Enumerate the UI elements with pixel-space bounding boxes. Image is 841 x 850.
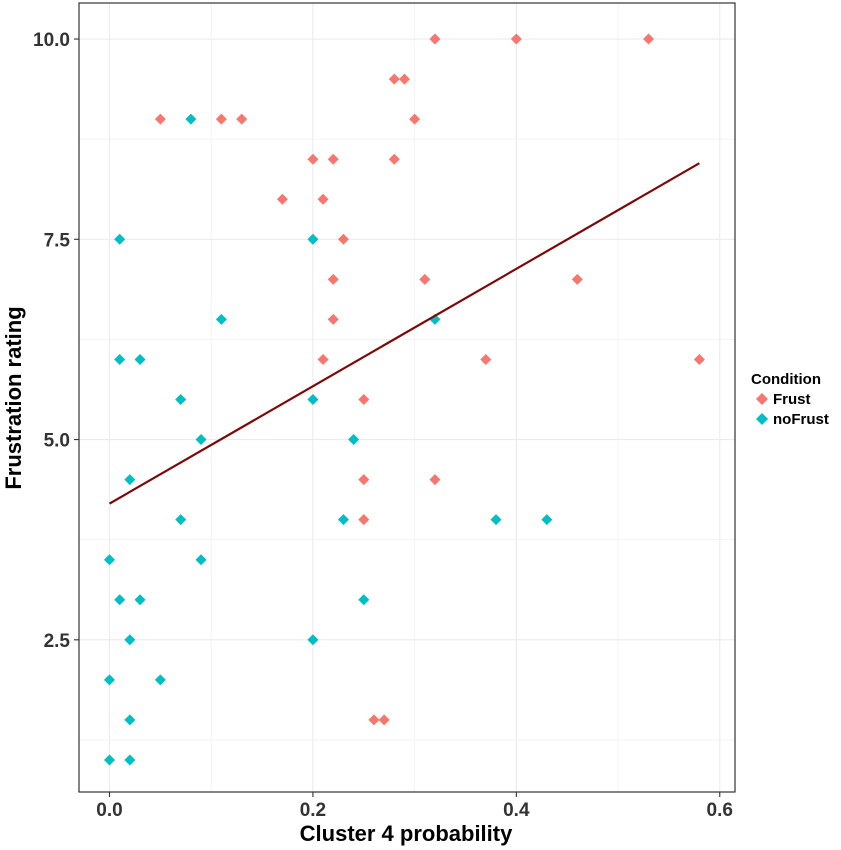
point-nofrust: [154, 674, 166, 686]
point-nofrust: [175, 514, 187, 526]
point-frust: [337, 233, 349, 245]
y-axis-title: Frustration rating: [1, 306, 26, 489]
y-tick-label: 10.0: [33, 30, 70, 51]
point-frust: [154, 113, 166, 125]
point-frust: [215, 113, 227, 125]
x-tick-label: 0.4: [503, 800, 530, 821]
point-frust: [327, 153, 339, 165]
point-frust: [398, 73, 410, 85]
point-nofrust: [104, 754, 116, 766]
point-frust: [388, 153, 400, 165]
legend-key-frust-diamond-icon: [756, 393, 768, 405]
point-frust: [358, 474, 370, 486]
point-frust: [480, 353, 492, 365]
legend-item-nofrust: noFrust: [756, 411, 829, 428]
trend-line: [108, 162, 700, 505]
point-frust: [419, 273, 431, 285]
y-tick-label: 2.5: [44, 631, 71, 652]
point-nofrust: [490, 514, 502, 526]
point-nofrust: [337, 514, 349, 526]
point-nofrust: [124, 754, 136, 766]
point-nofrust: [114, 353, 126, 365]
point-frust: [429, 33, 441, 45]
point-nofrust: [215, 313, 227, 325]
point-nofrust: [104, 554, 116, 566]
x-tick-label: 0.6: [707, 800, 733, 821]
legend-title: Condition: [751, 371, 821, 388]
point-frust: [429, 474, 441, 486]
point-frust: [571, 273, 583, 285]
x-axis-ticks: 0.0 0.2 0.4 0.6: [96, 792, 733, 821]
panel-border: [78, 2, 736, 793]
point-frust: [236, 113, 248, 125]
point-nofrust: [348, 434, 360, 446]
point-frust: [317, 353, 329, 365]
point-nofrust: [104, 674, 116, 686]
point-frust: [358, 394, 370, 406]
point-frust: [409, 113, 421, 125]
point-nofrust: [134, 594, 146, 606]
point-nofrust: [195, 434, 207, 446]
point-frust: [368, 714, 380, 726]
point-frust: [358, 514, 370, 526]
point-nofrust: [307, 233, 319, 245]
point-nofrust: [124, 474, 136, 486]
y-tick-label: 5.0: [44, 431, 70, 452]
legend-key-nofrust-diamond-icon: [756, 413, 768, 425]
point-frust: [643, 33, 655, 45]
point-frust: [378, 714, 390, 726]
point-nofrust: [114, 233, 126, 245]
point-nofrust: [175, 394, 187, 406]
point-frust: [327, 273, 339, 285]
point-frust: [327, 313, 339, 325]
y-axis-ticks: 2.5 5.0 7.5 10.0: [33, 30, 79, 652]
point-nofrust: [541, 514, 553, 526]
legend-label-frust: Frust: [773, 391, 811, 408]
point-frust: [510, 33, 522, 45]
point-nofrust: [358, 594, 370, 606]
trend-line-group: [108, 162, 700, 505]
legend-item-frust: Frust: [756, 391, 811, 408]
point-nofrust: [307, 394, 319, 406]
data-points: [104, 33, 705, 766]
point-nofrust: [114, 594, 126, 606]
legend-label-nofrust: noFrust: [773, 411, 829, 428]
x-axis-title: Cluster 4 probability: [300, 821, 513, 846]
point-nofrust: [134, 353, 146, 365]
point-frust: [307, 153, 319, 165]
point-nofrust: [185, 113, 197, 125]
minor-grid: [79, 3, 735, 792]
point-frust: [388, 73, 400, 85]
point-nofrust: [307, 634, 319, 646]
point-frust: [276, 193, 288, 205]
x-tick-label: 0.2: [300, 800, 326, 821]
y-tick-label: 7.5: [44, 230, 71, 251]
point-nofrust: [195, 554, 207, 566]
point-frust: [317, 193, 329, 205]
point-nofrust: [124, 634, 136, 646]
point-nofrust: [124, 714, 136, 726]
point-frust: [693, 353, 705, 365]
x-tick-label: 0.0: [96, 800, 122, 821]
legend: Condition Frust noFrust: [751, 371, 829, 428]
